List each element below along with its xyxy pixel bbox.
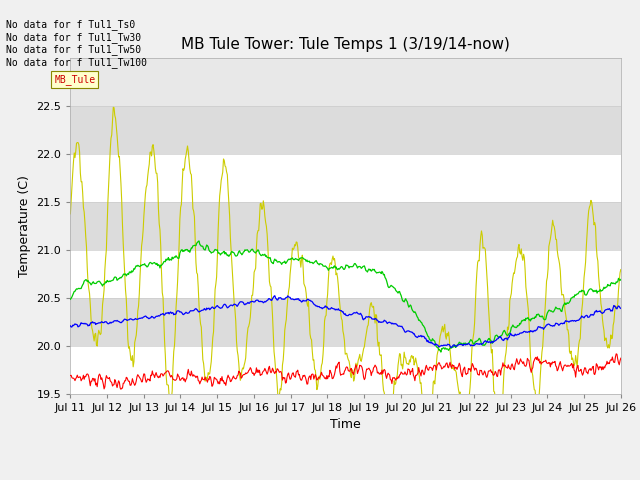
Bar [70,346,621,394]
Bar [70,106,621,154]
X-axis label: Time: Time [330,418,361,431]
Legend: Tul1_Ts-32, Tul1_Ts-16, Tul1_Ts-8, Tul1_Tw+10: Tul1_Ts-32, Tul1_Ts-16, Tul1_Ts-8, Tul1_… [104,474,587,480]
Title: MB Tule Tower: Tule Temps 1 (3/19/14-now): MB Tule Tower: Tule Temps 1 (3/19/14-now… [181,37,510,52]
Text: MB_Tule: MB_Tule [54,74,95,85]
Bar [70,202,621,250]
Y-axis label: Temperature (C): Temperature (C) [18,175,31,276]
Bar [70,250,621,298]
Text: No data for f Tul1_Ts0
No data for f Tul1_Tw30
No data for f Tul1_Tw50
No data f: No data for f Tul1_Ts0 No data for f Tul… [6,19,147,68]
Bar [70,154,621,202]
Bar [70,298,621,346]
